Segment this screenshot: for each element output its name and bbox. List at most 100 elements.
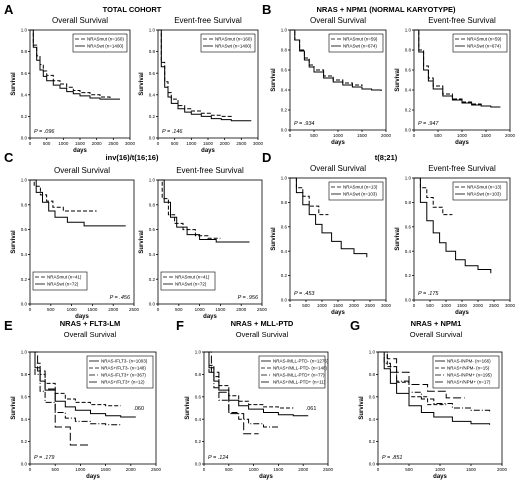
series-line-3 [204, 351, 259, 435]
series-line-1 [158, 29, 252, 122]
series-line-2 [204, 351, 279, 429]
legend-box [160, 271, 216, 291]
y-tick-label: 0.0 [281, 298, 288, 303]
y-axis-label: Survival [395, 68, 401, 92]
x-tick-label: 500 [426, 303, 434, 308]
x-tick-label: 2500 [323, 467, 334, 472]
x-tick-label: 1500 [481, 133, 492, 138]
legend-label: NRASmut (n=160) [87, 37, 124, 42]
panel-title-e: NRAS + FLT3-LM [60, 319, 120, 328]
legend-label: NRASwt (n=674) [467, 44, 501, 49]
chart-F-os: 0.0 0.2 0.4 0.6 0.8 1.0 0 500 1000 1500 2000 2500 da… [185, 350, 334, 480]
p-value-label: P = .124 [208, 455, 228, 461]
legend-label: NRAS+/MLL-PTD+ (n=11) [273, 380, 326, 385]
y-tick-label: 0.2 [21, 439, 28, 444]
p-value-label: P = .456 [110, 295, 131, 301]
series-line-1 [30, 351, 121, 407]
x-tick-label: 1000 [435, 467, 446, 472]
x-tick-label: 0 [377, 467, 380, 472]
y-axis-label: Survival [139, 72, 145, 96]
x-tick-label: 500 [225, 467, 233, 472]
x-tick-label: 1000 [195, 307, 206, 312]
x-axis-label: days [331, 140, 345, 146]
y-tick-label: 0.2 [281, 108, 288, 113]
x-tick-label: 1000 [441, 303, 452, 308]
y-tick-label: 0.2 [149, 277, 156, 282]
chart-D-os: Overall Survival 0.0 0.2 0.4 0.6 0.8 1.0 0 500 10… [271, 164, 392, 316]
x-tick-label: 0 [29, 141, 32, 146]
x-tick-label: 3000 [381, 303, 392, 308]
x-tick-label: 2000 [505, 133, 516, 138]
legend-label: NRASmut (n=59) [343, 37, 378, 42]
y-tick-label: 1.0 [405, 176, 412, 181]
x-tick-label: 3000 [253, 141, 264, 146]
y-tick-label: 0.0 [281, 128, 288, 133]
y-axis-label: Survival [395, 227, 401, 251]
x-tick-label: 1500 [457, 303, 468, 308]
x-tick-label: 2000 [92, 141, 103, 146]
x-axis-label: days [86, 474, 100, 480]
y-tick-label: 0.4 [405, 249, 412, 254]
series-line-1 [414, 29, 501, 108]
x-tick-label: 1500 [75, 141, 86, 146]
series-line-1 [378, 351, 447, 406]
x-tick-label: 2000 [298, 467, 309, 472]
x-axis-label: days [73, 148, 87, 154]
y-tick-label: 0.0 [21, 136, 28, 141]
series-line-3 [378, 351, 465, 399]
x-tick-label: 2500 [236, 141, 247, 146]
plot-frame [157, 179, 263, 305]
x-tick-label: 2500 [257, 307, 268, 312]
panel-subtitle-g: Overall Survival [410, 330, 463, 339]
series-line-1 [414, 177, 492, 274]
legend-label: NRAS+/NPM+ (n=17) [447, 380, 491, 385]
annotation-label: .061 [306, 406, 317, 412]
x-tick-label: 1500 [333, 303, 344, 308]
legend-label: NRAS-/NPM- (n=166) [447, 359, 491, 364]
y-tick-label: 0.8 [149, 202, 156, 207]
y-tick-label: 1.0 [405, 28, 412, 33]
panel-letter-f: F [176, 318, 184, 333]
x-tick-label: 0 [413, 303, 416, 308]
y-tick-label: 1.0 [21, 350, 28, 355]
y-tick-label: 0.8 [369, 372, 376, 377]
x-tick-label: 0 [29, 467, 32, 472]
x-axis-label: days [75, 314, 89, 320]
chart-D-efs: Event-free Survival 0.0 0.2 0.4 0.6 0.8 1.0 0 50… [395, 164, 516, 316]
chart-B-os: Overall Survival 0.0 0.2 0.4 0.6 0.8 1.0 0 500 10… [271, 16, 392, 146]
x-axis-label: days [455, 140, 469, 146]
legend-label: NRASmut (n=41) [47, 275, 82, 280]
x-axis-label: days [259, 474, 273, 480]
x-tick-label: 2500 [151, 467, 162, 472]
y-tick-label: 0.0 [149, 136, 156, 141]
plot-frame [203, 351, 329, 465]
y-tick-label: 0.4 [149, 252, 156, 257]
x-tick-label: 1500 [215, 307, 226, 312]
chart-B-efs: Event-free Survival 0.0 0.2 0.4 0.6 0.8 1.0 0 50… [395, 16, 516, 146]
y-tick-label: 0.2 [21, 114, 28, 119]
y-tick-label: 0.2 [281, 273, 288, 278]
legend-label: NRASwt (n=103) [343, 192, 377, 197]
panel-letter-e: E [4, 318, 13, 333]
y-tick-label: 0.8 [195, 372, 202, 377]
x-axis-label: days [455, 310, 469, 316]
x-tick-label: 2500 [108, 141, 119, 146]
x-tick-label: 0 [289, 303, 292, 308]
x-tick-label: 0 [289, 133, 292, 138]
series-line-0 [414, 29, 482, 105]
legend-box [452, 181, 508, 201]
legend-box [32, 271, 88, 291]
x-tick-label: 2500 [365, 303, 376, 308]
y-tick-label: 0.6 [149, 227, 156, 232]
y-tick-label: 0.8 [21, 49, 28, 54]
legend-label: NRAS-/FLT3+ (n=367) [101, 373, 146, 378]
legend-label: NRAS-/MLL-PTD- (n=1276) [273, 359, 329, 364]
y-tick-label: 0.6 [21, 71, 28, 76]
legend-label: NRASmut (n=13) [467, 185, 502, 190]
y-tick-label: 0.6 [405, 224, 412, 229]
series-line-0 [378, 351, 491, 425]
legend-label: NRASwt (n=1400) [87, 44, 124, 49]
y-tick-label: 0.6 [21, 394, 28, 399]
x-tick-label: 2000 [108, 307, 119, 312]
x-tick-label: 2000 [126, 467, 137, 472]
